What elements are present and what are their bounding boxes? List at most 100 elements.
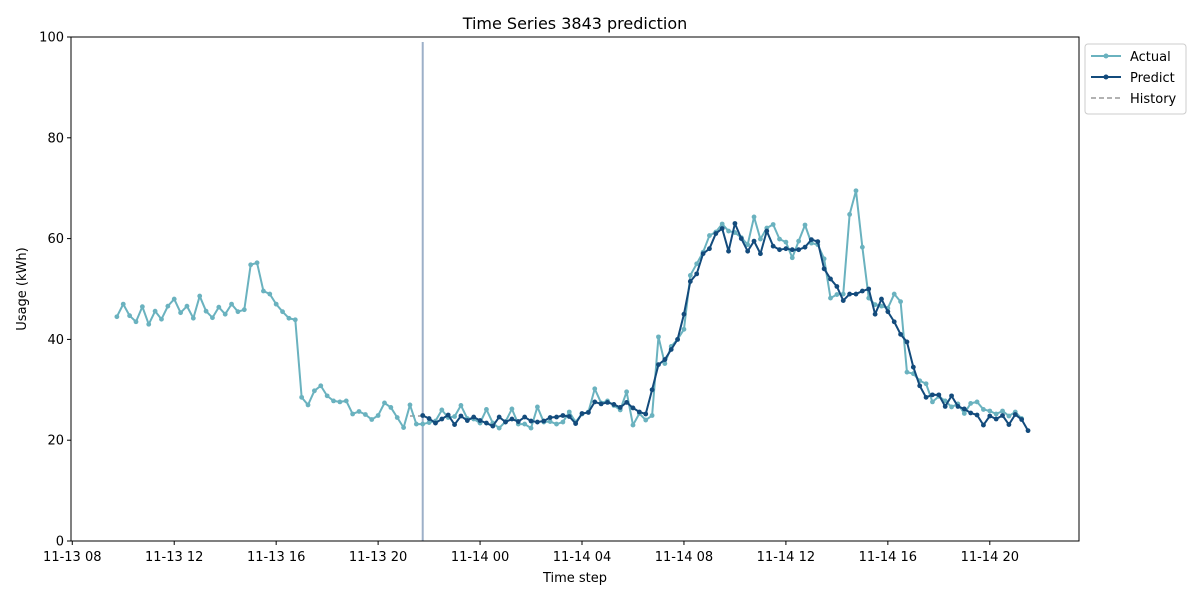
actual-point-36 [343,398,349,404]
predict-point-62 [815,239,821,245]
actual-point-8 [165,303,171,309]
legend: Actual Predict History [1084,43,1187,115]
actual-point-13 [197,293,203,299]
predict-point-72 [879,296,884,302]
predict-point-71 [872,311,878,317]
legend-actual-marker [1103,53,1109,59]
predict-point-64 [828,276,833,282]
plot-area [114,42,1031,541]
predict-point-57 [783,246,789,252]
predict-point-25 [579,411,585,416]
actual-point-107 [796,238,802,244]
actual-point-89 [681,326,687,332]
actual-point-103 [770,222,776,227]
actual-point-49 [426,420,432,425]
actual-point-29 [299,394,305,400]
predict-point-7 [464,418,470,423]
actual-point-80 [624,389,630,395]
actual-point-133 [961,411,967,416]
predict-point-29 [605,400,610,405]
actual-point-31 [311,388,317,394]
predict-point-56 [777,247,782,253]
y-tick-label-4: 80 [47,131,64,146]
actual-point-6 [152,308,158,314]
predict-point-39 [668,347,674,352]
predict-point-68 [853,291,859,297]
actual-point-124 [904,369,910,375]
predict-point-20 [547,415,553,420]
y-tick-label-0: 0 [56,535,64,550]
predict-point-49 [732,221,738,226]
y-tick-label-1: 20 [47,434,64,449]
actual-point-90 [687,272,693,278]
legend-predict-marker [1103,74,1109,80]
predict-point-21 [554,414,559,420]
predict-point-13 [503,419,508,425]
actual-point-75 [592,386,598,392]
predict-point-35 [643,411,649,417]
actual-point-12 [190,315,196,321]
actual-point-115 [847,212,853,217]
predict-point-70 [866,286,872,292]
predict-point-0 [420,413,426,418]
predict-point-58 [789,247,795,253]
predict-point-22 [560,413,566,418]
actual-point-95 [719,221,725,227]
actual-point-35 [337,399,343,405]
predict-point-88 [981,422,986,428]
actual-point-53 [452,414,457,419]
actual-point-28 [292,317,298,323]
chart-title: Time Series 3843 prediction [462,14,688,33]
predict-point-91 [1000,413,1005,418]
predict-point-43 [694,271,700,277]
predict-point-94 [1019,417,1025,422]
x-tick-label-4: 11-14 00 [451,550,509,565]
actual-point-11 [184,303,190,309]
predict-point-26 [585,410,591,415]
actual-point-15 [210,315,215,321]
actual-point-65 [528,425,534,431]
predict-point-69 [859,288,865,294]
actual-point-2 [127,313,133,319]
actual-point-22 [254,260,260,266]
predict-point-46 [713,231,719,236]
actual-point-32 [318,383,324,389]
actual-point-91 [694,261,700,267]
actual-point-84 [649,413,655,418]
actual-point-19 [235,309,241,315]
actual-point-120 [879,303,884,309]
actual-point-18 [229,301,234,307]
legend-history-label: History [1130,92,1177,107]
actual-point-100 [751,214,757,220]
actual-point-39 [362,412,368,417]
actual-point-24 [267,291,273,297]
actual-point-135 [974,399,980,405]
actual-point-130 [942,398,948,404]
predict-point-42 [687,279,693,284]
predict-point-40 [675,337,680,342]
x-tick-label-8: 11-14 16 [859,550,917,565]
predict-point-89 [987,413,993,419]
predict-point-45 [707,246,712,252]
actual-point-10 [178,310,183,316]
predict-point-66 [840,298,846,303]
actual-point-37 [350,411,356,417]
actual-point-93 [707,233,712,238]
actual-point-33 [324,393,330,399]
predict-point-6 [458,413,464,419]
actual-point-116 [853,188,859,194]
actual-point-122 [891,291,897,297]
predict-point-61 [808,237,814,243]
predict-point-32 [624,400,630,405]
actual-point-34 [331,398,336,404]
legend-predict-label: Predict [1130,71,1175,86]
legend-box [1084,43,1187,115]
actual-point-23 [261,288,266,294]
actual-point-127 [923,381,929,387]
actual-point-140 [1006,413,1012,419]
x-tick-label-3: 11-13 20 [349,550,407,565]
actual-point-101 [758,236,763,242]
actual-point-69 [554,421,559,427]
actual-point-113 [834,292,840,297]
actual-point-0 [114,314,120,320]
